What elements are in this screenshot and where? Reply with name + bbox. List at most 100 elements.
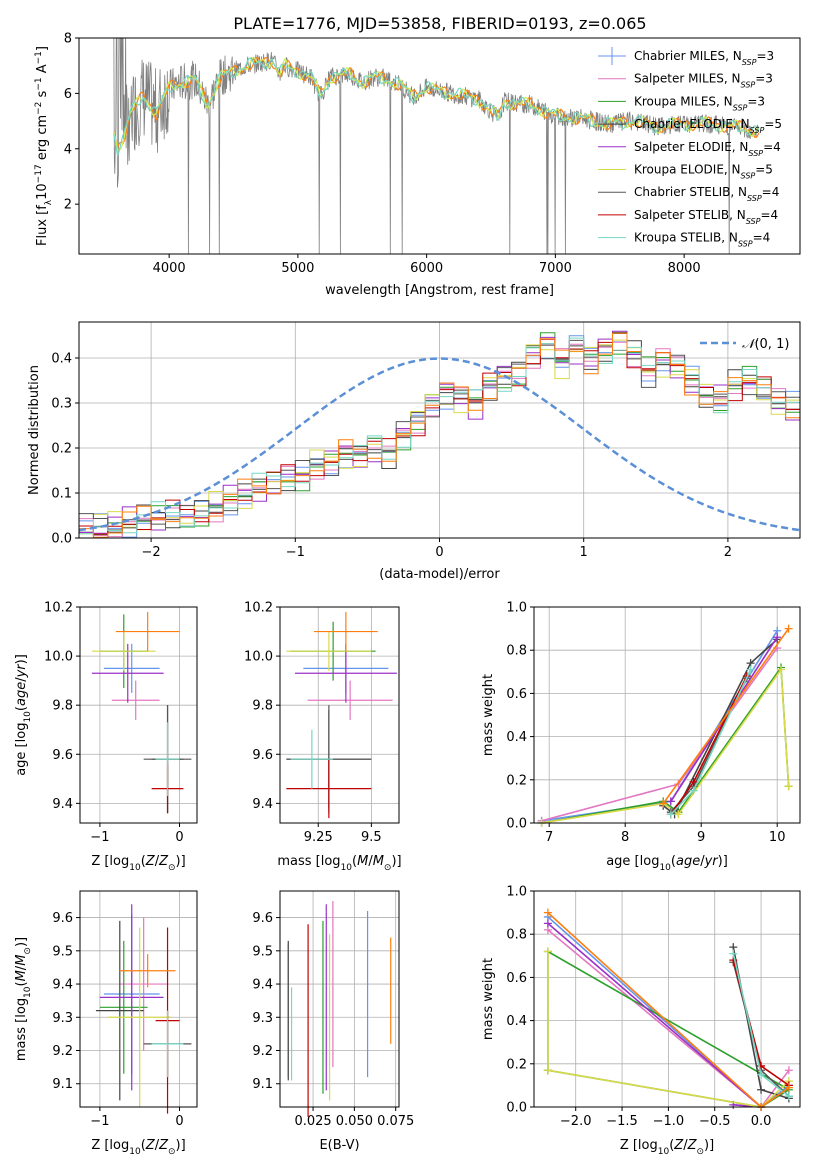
y-tick-label: 1.0 [506,601,527,616]
axes-frame [279,890,400,1108]
x-tick-label: −1.0 [653,1114,685,1129]
label-part: s [35,90,50,101]
label-part: ( [141,854,146,869]
weight-marker [689,777,698,786]
label-part: yr [14,663,29,679]
axes-frame [78,321,801,539]
x-tick-label: −2.0 [560,1114,592,1129]
weight-marker [729,949,738,958]
y-tick-label: 9.2 [252,1044,273,1059]
label-part: ( [669,1138,674,1153]
weight-line [547,922,764,1108]
legend-text: =3 [756,49,774,63]
y-tick-label: 0.6 [506,971,527,986]
label-part: )] [176,854,186,869]
x-tick-label: 9.5 [361,830,382,845]
label-part: M [14,955,29,966]
model-spectrum-line [113,57,760,158]
x-tick-label: 0.075 [377,1114,414,1129]
label-part: Z [log [91,1138,129,1153]
label-part: ( [352,854,357,869]
y-tick-label: 0.0 [506,1101,527,1116]
y-tick-label: 9.8 [52,699,73,714]
weight-line [662,628,790,805]
label-part: −2 [34,102,44,115]
y-axis-label: mass weight [481,958,496,1040]
legend-text: Kroupa STELIB, N [634,231,738,245]
weight-marker [666,797,675,806]
weight-marker [784,1083,793,1092]
weight-marker [784,1066,793,1075]
label-part: 10 [23,711,33,723]
y-tick-label: 0.4 [506,1014,527,1029]
axes-frame [533,606,801,824]
y-axis-label: Flux [fλ10−17 erg cm−2 s−1 A−1] [34,46,54,246]
histogram-step [79,338,800,535]
label-part: / [155,854,160,869]
label-part: Normed distribution [27,365,42,495]
legend-text: Salpeter STELIB, N [634,208,746,222]
y-tick-label: 9.6 [252,911,273,926]
label-part: / [14,965,29,970]
y-tick-label: 9.8 [252,699,273,714]
y-tick-label: 0.8 [506,928,527,943]
legend-entry: Chabrier ELODIE, NSSP=5 [634,117,782,135]
label-part: M [373,854,384,869]
label-part: 10 [129,863,141,873]
axes-frame [279,606,400,824]
legend-entry: Chabrier STELIB, NSSP=4 [634,185,779,203]
label-part: Z [687,1138,698,1153]
weight-marker [773,633,782,642]
label-part: −1 [34,51,44,64]
x-tick-label: 4000 [153,261,186,276]
y-tick-label: 9.6 [52,748,73,763]
y-tick-label: 0.1 [51,487,72,502]
label-part: 10 [658,1147,670,1157]
y-tick-label: 1.0 [506,885,527,900]
y-tick-label: 0.2 [506,773,527,788]
axes-frame [79,890,198,1108]
y-tick-label: 8 [64,32,72,47]
histogram-step [79,335,800,538]
legend-text: (0, 1) [754,337,789,352]
x-axis-label: age [log10(age/yr)] [606,854,728,873]
legend-sub: SSP [742,58,757,67]
legend-text: =3 [747,94,765,108]
x-tick-label: 9 [697,830,705,845]
mass-vs-ebv-panel: 0.025 0.050 0.075 9.1 9.2 9.3 9.4 9.5 9.6 E(B-V) [252,890,414,1153]
x-tick-label: 2 [724,545,732,560]
label-part: age [log [606,854,659,869]
y-tick-label: 9.3 [252,1011,273,1026]
label-part: ( [671,854,676,869]
weight-marker [784,624,793,633]
x-axis-label: mass [log10(M/M⊙)] [277,854,401,873]
axes-frame [79,606,198,824]
legend-entry: Chabrier MILES, NSSP=3 [634,49,774,67]
legend-text: =5 [755,163,773,177]
y-tick-label: 0.6 [506,687,527,702]
spectrum-panel: 4000 5000 6000 7000 8000 2 4 6 8 wavelength [Angs… [34,32,801,298]
weight-line [547,951,790,1108]
label-part: ] [35,46,50,51]
weight-vs-Z-panel: −2.0 −1.5 −1.0 −0.5 0.0 0.0 0.2 0.4 0.6 0.8 1.0 Z [… [481,885,801,1157]
model-spectrum-line [113,56,760,150]
y-tick-label: 9.5 [252,944,273,959]
label-part: 10 [341,863,353,873]
legend-entry: 𝒩(0, 1) [742,337,789,352]
label-part: mass [log [14,998,29,1061]
y-tick-label: 10.2 [44,601,73,616]
y-tick-label: 4 [64,142,72,157]
x-tick-label: −0.5 [699,1114,731,1129]
label-part: ⊙ [168,863,176,873]
legend-text: Kroupa MILES, N [634,94,733,108]
label-part: Z [log [620,1138,658,1153]
x-axis-label: Z [log10(Z/Z⊙)] [91,854,185,873]
weight-marker [659,799,668,808]
y-tick-label: 0.2 [51,442,72,457]
x-tick-label: 6000 [410,261,443,276]
label-part: )] [704,1138,714,1153]
weight-marker [757,1070,766,1079]
weight-marker [784,1092,793,1101]
